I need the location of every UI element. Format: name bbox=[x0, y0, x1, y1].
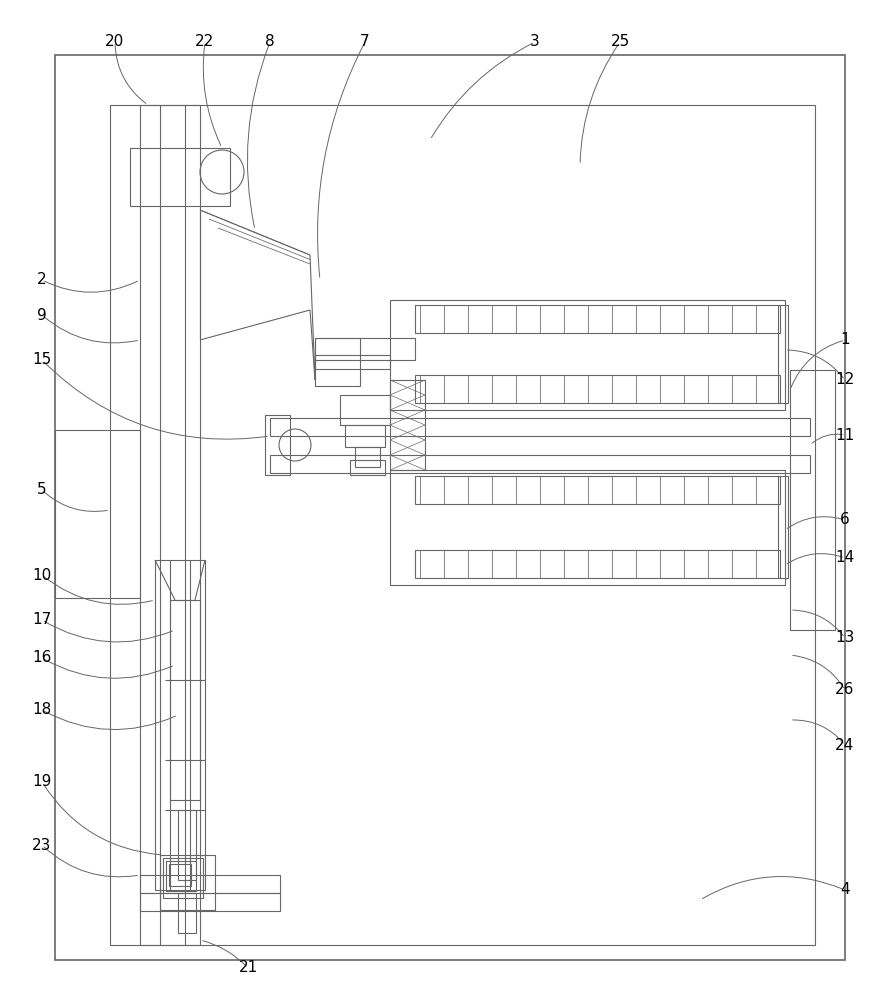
Bar bbox=[350, 460, 385, 475]
Bar bbox=[355, 447, 380, 467]
Text: 24: 24 bbox=[836, 738, 854, 752]
Bar bbox=[415, 375, 780, 403]
Bar bbox=[790, 370, 835, 630]
Bar bbox=[155, 560, 205, 890]
Bar bbox=[390, 300, 785, 410]
Bar bbox=[169, 864, 191, 886]
Bar bbox=[415, 550, 780, 578]
Text: 22: 22 bbox=[196, 34, 215, 49]
Bar bbox=[345, 425, 385, 447]
Text: 26: 26 bbox=[835, 682, 855, 698]
Text: 11: 11 bbox=[836, 428, 854, 442]
Bar bbox=[315, 338, 415, 360]
Bar bbox=[778, 476, 788, 578]
Text: 2: 2 bbox=[37, 272, 46, 288]
Bar bbox=[415, 305, 780, 333]
Text: 7: 7 bbox=[360, 34, 370, 49]
Bar bbox=[170, 600, 200, 800]
Text: 23: 23 bbox=[32, 838, 52, 852]
Text: 16: 16 bbox=[32, 650, 52, 666]
Bar bbox=[130, 148, 230, 206]
Bar bbox=[390, 380, 425, 470]
Bar bbox=[163, 858, 203, 898]
Text: 18: 18 bbox=[32, 702, 52, 718]
Bar bbox=[160, 855, 215, 910]
Text: 13: 13 bbox=[835, 631, 855, 646]
Text: 19: 19 bbox=[32, 774, 52, 790]
Bar bbox=[55, 430, 140, 598]
Text: 15: 15 bbox=[32, 353, 52, 367]
Bar bbox=[315, 355, 390, 369]
Bar bbox=[390, 470, 785, 585]
Text: 5: 5 bbox=[37, 483, 46, 497]
Text: 17: 17 bbox=[32, 612, 52, 628]
Text: 9: 9 bbox=[37, 308, 46, 322]
Bar bbox=[415, 476, 780, 504]
Bar bbox=[315, 338, 360, 386]
Text: 3: 3 bbox=[530, 34, 540, 49]
Text: 6: 6 bbox=[840, 512, 850, 528]
Text: 4: 4 bbox=[840, 882, 850, 898]
Bar bbox=[178, 810, 196, 880]
Bar bbox=[178, 893, 196, 933]
Text: 20: 20 bbox=[105, 34, 125, 49]
Bar bbox=[140, 875, 280, 893]
Bar bbox=[140, 105, 200, 945]
Text: 25: 25 bbox=[610, 34, 630, 49]
Text: 10: 10 bbox=[32, 568, 52, 582]
Bar bbox=[166, 861, 196, 891]
Text: 12: 12 bbox=[836, 372, 854, 387]
Bar bbox=[340, 395, 390, 425]
Bar bbox=[270, 455, 810, 473]
Text: 14: 14 bbox=[836, 550, 854, 566]
Bar bbox=[110, 105, 815, 945]
Bar bbox=[778, 305, 788, 403]
Bar bbox=[140, 893, 280, 911]
Text: 21: 21 bbox=[239, 960, 258, 976]
Bar bbox=[270, 418, 810, 436]
Text: 1: 1 bbox=[840, 332, 850, 348]
Text: 8: 8 bbox=[265, 34, 275, 49]
Bar bbox=[265, 415, 290, 475]
